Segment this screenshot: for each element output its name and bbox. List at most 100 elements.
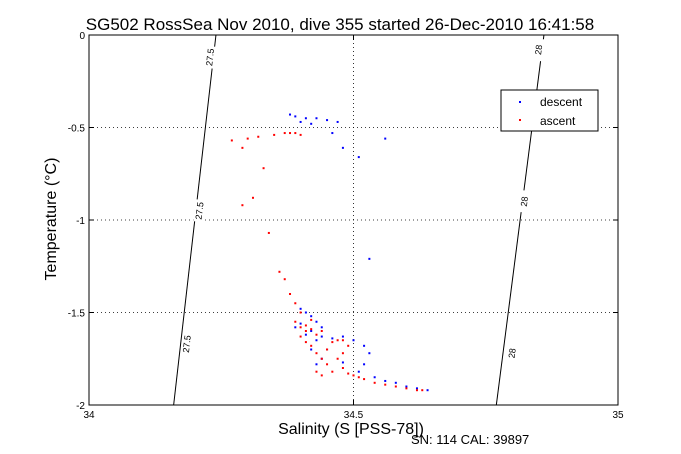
- point-ascent: [283, 132, 286, 135]
- point-ascent: [230, 139, 233, 142]
- point-descent: [331, 132, 334, 135]
- point-descent: [294, 326, 297, 329]
- point-ascent: [241, 204, 244, 207]
- point-descent: [405, 385, 408, 388]
- x-axis-label: Salinity (S [PSS-78]): [278, 421, 424, 438]
- point-descent: [299, 120, 302, 123]
- point-descent: [310, 122, 313, 125]
- point-ascent: [262, 167, 265, 170]
- point-descent: [368, 257, 371, 260]
- point-ascent: [326, 363, 329, 366]
- point-ascent: [341, 367, 344, 369]
- contour-label-backdrop: [193, 199, 206, 223]
- point-descent: [363, 363, 366, 366]
- point-descent: [341, 361, 344, 364]
- point-descent: [384, 379, 387, 382]
- point-descent: [357, 370, 360, 373]
- contour-label-backdrop: [518, 189, 531, 214]
- point-ascent: [326, 348, 329, 351]
- y-tick-label: -1.5: [68, 309, 86, 320]
- point-descent: [315, 339, 318, 342]
- point-ascent: [320, 374, 323, 377]
- point-descent: [368, 352, 371, 355]
- point-ascent: [341, 339, 344, 342]
- point-ascent: [310, 318, 313, 321]
- point-descent: [363, 344, 366, 347]
- legend-entry-ascent: ascent: [540, 114, 576, 128]
- point-ascent: [299, 133, 302, 136]
- point-ascent: [315, 333, 318, 336]
- axis-ticks: 34 34.5 35 0 -0.5 -1 -1.5 -2: [68, 31, 624, 421]
- point-ascent: [336, 357, 339, 360]
- contour-label: 27.5: [181, 335, 193, 354]
- point-ascent: [299, 326, 302, 329]
- point-descent: [310, 330, 313, 332]
- chart-title: SG502 RossSea Nov 2010, dive 355 started…: [86, 15, 594, 34]
- point-descent: [315, 363, 318, 366]
- point-descent: [294, 115, 297, 118]
- point-ascent: [299, 335, 302, 338]
- point-ascent: [304, 341, 307, 344]
- point-ascent: [257, 135, 260, 138]
- point-descent: [289, 113, 292, 116]
- point-ascent: [294, 132, 297, 135]
- point-ascent: [278, 270, 281, 273]
- point-ascent: [267, 231, 270, 234]
- point-descent: [320, 335, 323, 338]
- point-descent: [304, 333, 307, 336]
- point-ascent: [289, 132, 292, 135]
- point-descent: [304, 311, 307, 314]
- point-ascent: [415, 389, 418, 392]
- point-ascent: [331, 341, 334, 344]
- y-tick-label: -1: [76, 216, 85, 227]
- point-ascent: [304, 330, 307, 332]
- point-descent: [394, 381, 397, 384]
- point-ascent: [331, 370, 334, 373]
- contour-label: 27.5: [204, 48, 216, 67]
- contour-label-backdrop: [505, 341, 519, 365]
- point-descent: [331, 337, 334, 340]
- x-tick-label: 35: [612, 410, 624, 421]
- point-descent: [426, 389, 429, 392]
- point-descent: [352, 339, 355, 342]
- y-axis-label: Temperature (°C): [43, 158, 60, 281]
- point-descent: [357, 156, 360, 159]
- point-ascent: [294, 320, 297, 323]
- legend-marker-descent: [519, 101, 521, 103]
- point-ascent: [315, 352, 318, 355]
- legend: descent ascent: [500, 89, 599, 132]
- x-tick-label: 34: [83, 410, 95, 421]
- point-ascent: [251, 196, 254, 199]
- point-ascent: [320, 330, 323, 332]
- contour-label: 27.5: [194, 201, 206, 220]
- point-ascent: [347, 344, 350, 347]
- contour-label-backdrop: [180, 332, 194, 356]
- legend-entry-descent: descent: [540, 95, 583, 109]
- point-ascent: [320, 357, 323, 360]
- point-descent: [310, 348, 313, 351]
- point-descent: [304, 117, 307, 120]
- y-tick-label: 0: [79, 31, 85, 42]
- legend-box: [500, 89, 599, 132]
- point-ascent: [373, 381, 376, 384]
- point-descent: [299, 322, 302, 325]
- point-descent: [384, 137, 387, 140]
- point-ascent: [304, 324, 307, 327]
- density-contours: 27.5 27.5 27.5 28 28 28: [173, 34, 546, 406]
- contour-label-backdrop: [532, 38, 546, 62]
- point-ascent: [299, 311, 302, 314]
- point-descent: [373, 376, 376, 379]
- point-descent: [299, 307, 302, 310]
- point-descent: [320, 326, 323, 329]
- point-ascent: [310, 344, 313, 347]
- point-ascent: [294, 302, 297, 305]
- contour-label: 28: [507, 348, 518, 359]
- point-ascent: [310, 328, 313, 331]
- point-ascent: [347, 372, 350, 375]
- point-descent: [315, 117, 318, 120]
- point-ascent: [405, 387, 408, 390]
- point-descent: [415, 387, 418, 390]
- data-points: [230, 113, 429, 392]
- point-ascent: [273, 133, 276, 136]
